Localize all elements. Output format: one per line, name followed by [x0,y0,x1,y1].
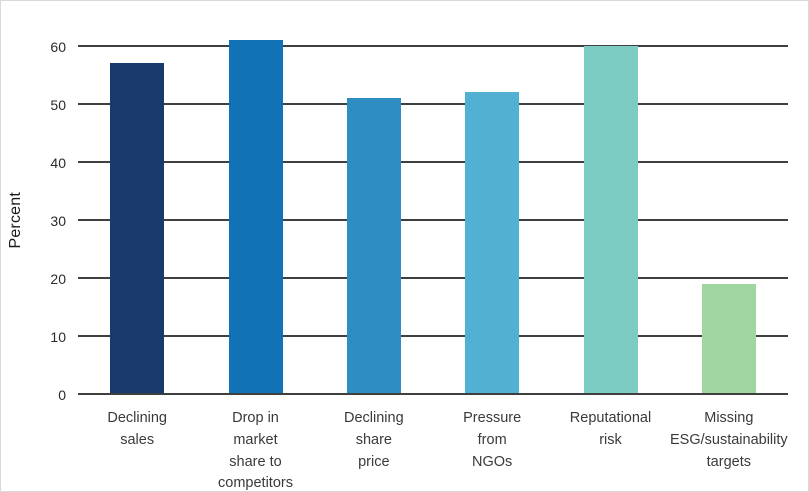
bar-1 [110,63,165,394]
x-axis-label-5: Reputational risk [569,410,652,448]
gridline-30 [78,219,788,221]
x-axis-label-4: Pressure from NGOs [463,410,522,470]
x-axis-label-6: Missing ESG/sustainability targets [669,410,788,470]
bar-5 [583,46,638,394]
gridline-50 [78,103,788,105]
gridline-20 [78,277,788,279]
y-tick-label-40: 40 [50,155,66,171]
bar-6 [701,283,756,394]
plot-area: 0 10 20 30 40 50 60 Declining sales Drop in mark… [50,39,788,491]
gridline-40 [78,161,788,163]
x-axis-label-1: Declining sales [107,410,167,448]
y-axis-title-wrap: Percent [7,46,25,394]
y-tick-label-0: 0 [58,387,66,403]
bar-3 [346,98,401,394]
x-axis-label-3: Declining share price [344,410,404,470]
y-tick-label-30: 30 [50,213,66,229]
bar-4 [465,92,520,394]
bar-2 [228,40,283,394]
y-tick-label-60: 60 [50,39,66,55]
y-tick-label-50: 50 [50,97,66,113]
y-tick-label-10: 10 [50,329,66,345]
y-tick-label-20: 20 [50,271,66,287]
x-axis-baseline [78,393,788,395]
x-axis-label-2: Drop in market share to competitors [218,410,293,492]
gridline-10 [78,335,788,337]
gridline-60 [78,45,788,47]
y-axis-title: Percent [7,191,24,249]
